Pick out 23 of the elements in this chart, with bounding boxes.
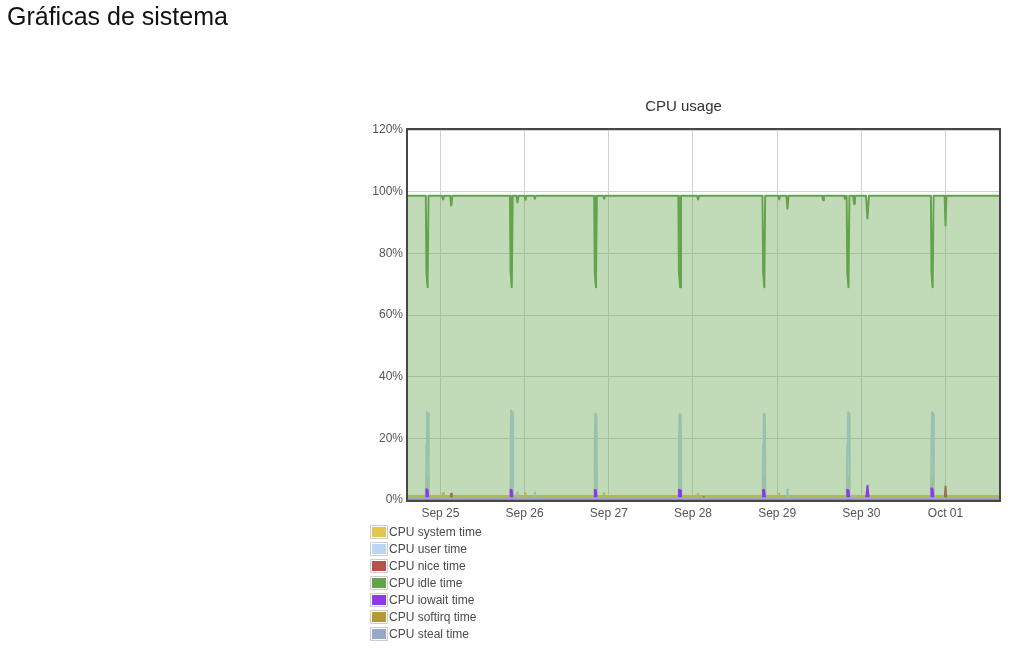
legend-label: CPU user time	[389, 541, 468, 556]
legend-label: CPU softirq time	[389, 609, 477, 624]
y-tick-label: 20%	[378, 430, 404, 445]
legend-label: CPU idle time	[389, 575, 463, 590]
legend-label: CPU iowait time	[389, 592, 475, 607]
y-tick-label: 0%	[385, 492, 404, 507]
y-tick-label: 80%	[378, 245, 404, 260]
x-tick-label: Sep 30	[842, 505, 881, 520]
legend-label: CPU nice time	[389, 558, 467, 573]
y-tick-label: 40%	[378, 368, 404, 383]
chart-title: CPU usage	[645, 97, 722, 115]
legend-label: CPU system time	[389, 524, 482, 539]
x-tick-label: Sep 28	[673, 505, 713, 520]
y-tick-label: 120%	[372, 122, 404, 137]
x-tick-label: Sep 27	[589, 505, 629, 520]
y-tick-label: 60%	[378, 307, 404, 322]
legend-label: CPU steal time	[389, 626, 470, 641]
x-tick-label: Sep 29	[758, 505, 797, 520]
y-tick-label: 100%	[372, 183, 404, 198]
text: Gráficas de sistema	[7, 1, 228, 31]
x-tick-label: Sep 25	[421, 505, 460, 520]
x-tick-label: Oct 01	[927, 505, 964, 520]
x-tick-label: Sep 26	[505, 505, 544, 520]
